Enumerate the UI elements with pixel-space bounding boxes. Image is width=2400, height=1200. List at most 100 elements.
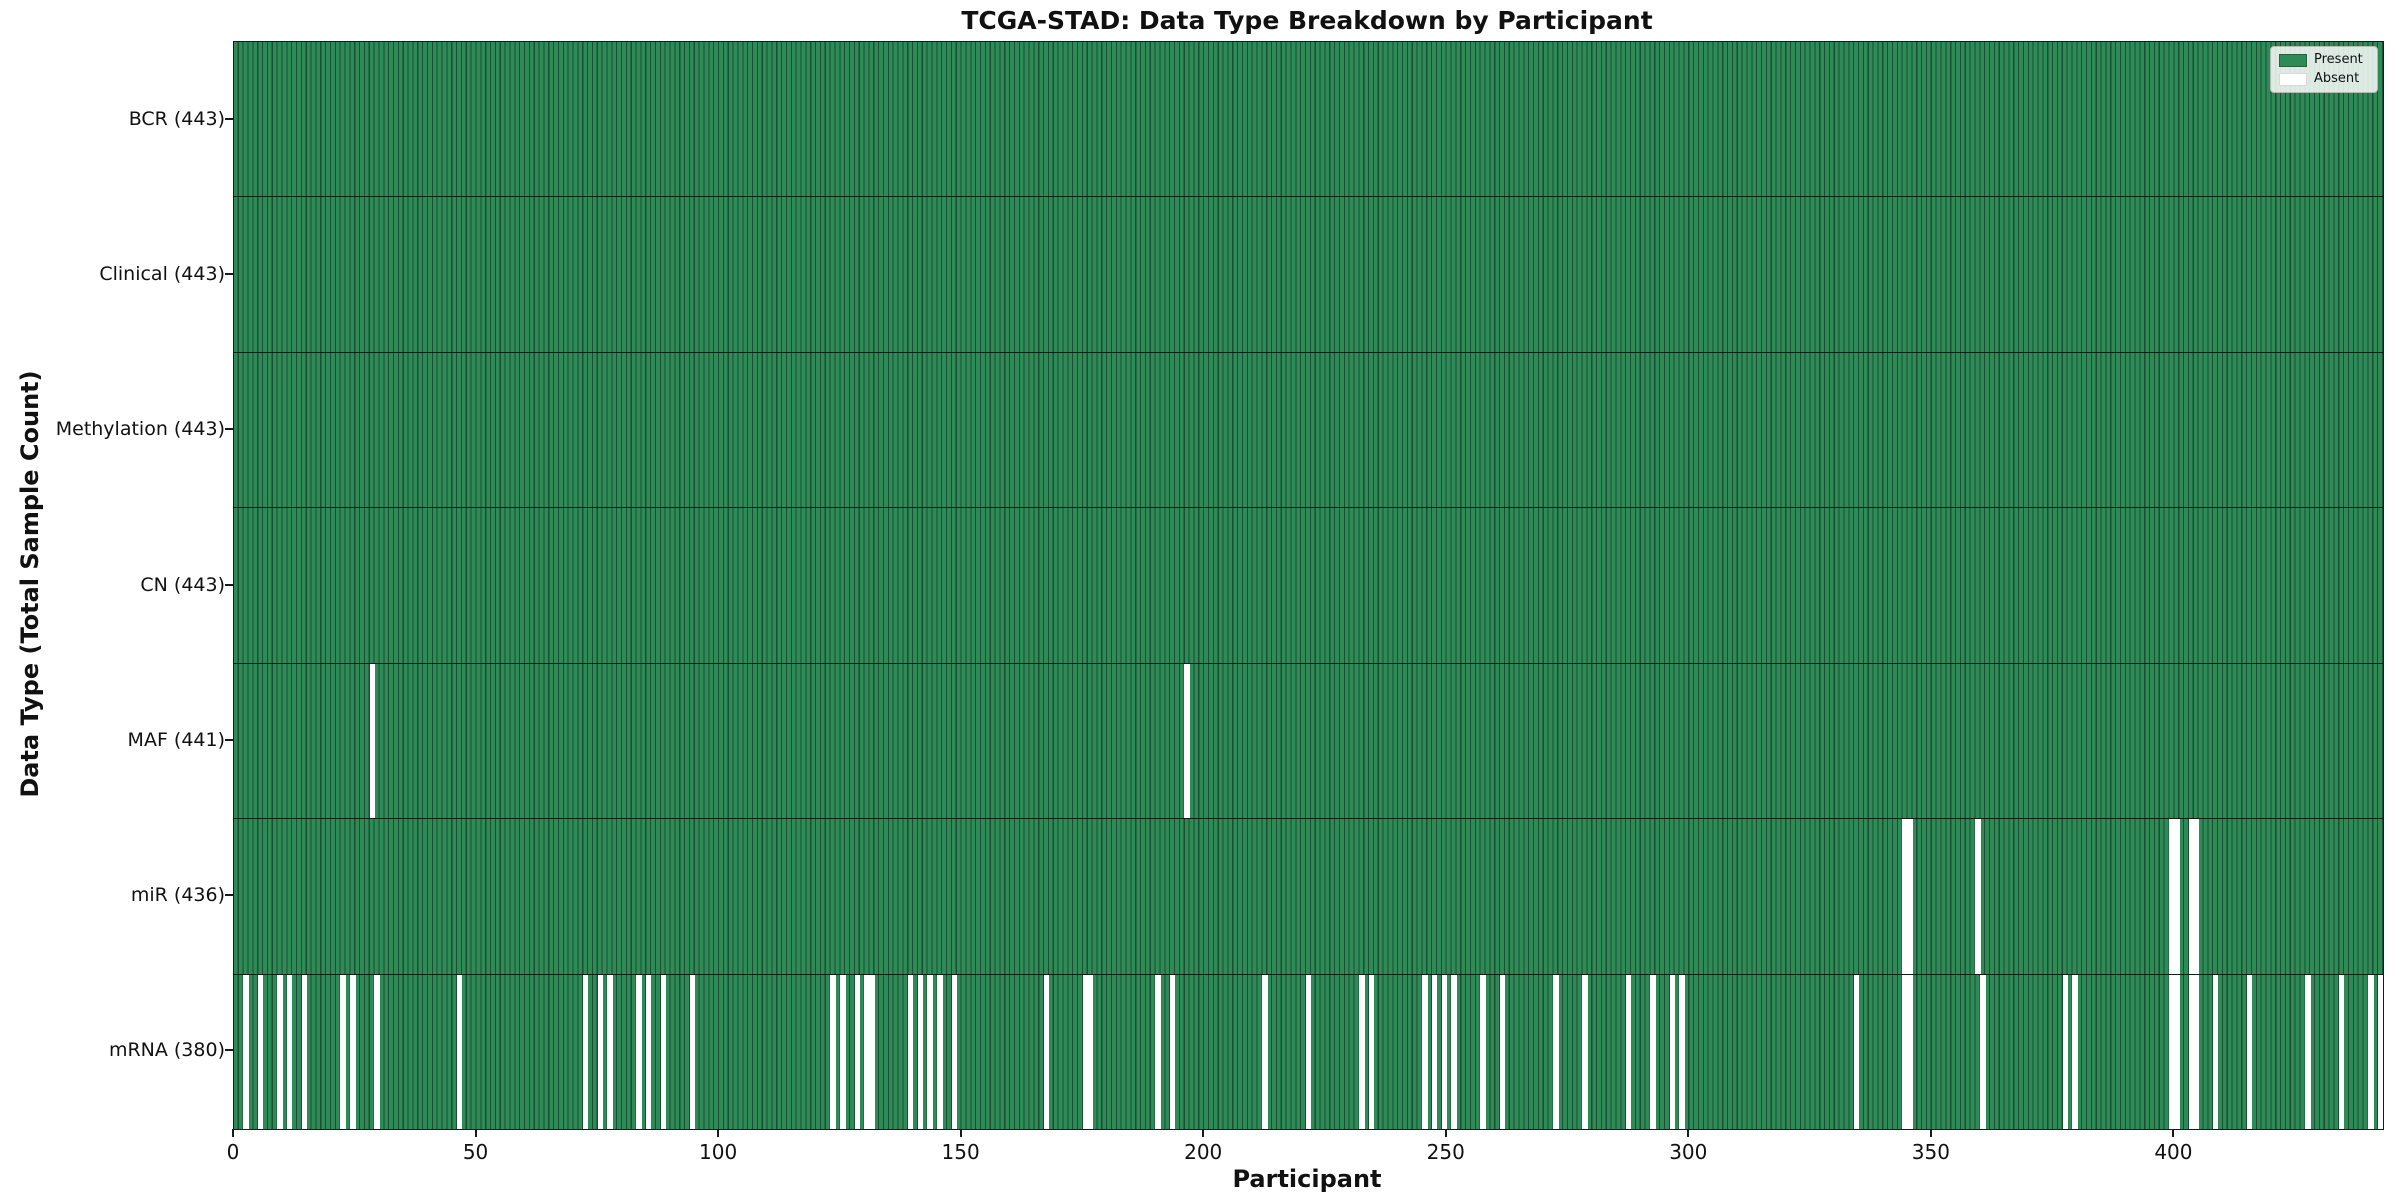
absent-gap [1650,974,1656,1129]
absent-gap [1082,974,1089,1129]
absent-gap [2188,819,2195,974]
absent-gap [1669,974,1676,1129]
absent-gap [2193,819,2199,974]
absent-gap [2072,974,2078,1129]
x-tick-mark [959,1129,962,1137]
absent-gap [907,974,914,1129]
absent-gap [301,974,308,1129]
absent-gap [1625,974,1632,1129]
absent-gap [1087,974,1093,1129]
absent-gap [2193,974,2199,1129]
x-tick-label-350: 350 [1911,1140,1950,1164]
absent-gap [927,974,933,1129]
absent-gap [660,974,667,1129]
absent-gap [1431,974,1438,1129]
absent-gap [1169,974,1176,1129]
x-tick-mark [1202,1129,1205,1137]
absent-gap [951,974,958,1129]
absent-gap [1184,663,1190,819]
absent-gap [864,974,870,1129]
absent-gap [597,974,603,1129]
y-tick-mark [225,894,233,897]
absent-gap [1907,974,1913,1129]
absent-gap [2246,974,2253,1129]
legend-item-present: Present [2279,53,2369,67]
x-tick-label-150: 150 [941,1140,980,1164]
absent-gap [456,974,463,1129]
absent-gap [1359,974,1365,1129]
y-tick-label-miR: miR (436) [130,884,225,907]
absent-gap [1553,974,1559,1129]
legend-present-label: Present [2314,52,2363,67]
absent-gap [2339,974,2345,1129]
absent-gap [1368,974,1375,1129]
row-band-MAF [234,662,2383,819]
y-tick-mark [225,738,233,741]
absent-gap [2169,819,2175,974]
y-tick-label-Methylation: Methylation (443) [55,418,225,441]
x-tick-label-300: 300 [1669,1140,1708,1164]
absent-gap [2377,974,2383,1129]
absent-gap [1262,974,1268,1129]
x-tick-mark [232,1129,234,1137]
x-tick-label-0: 0 [226,1140,240,1164]
x-tick-mark [474,1129,477,1137]
absent-gap [1907,819,1913,974]
y-tick-mark [225,428,233,431]
y-tick-label-CN: CN (443) [140,573,225,596]
y-tick-mark [225,117,233,120]
absent-gap [1902,974,1908,1129]
legend-absent-label: Absent [2314,71,2360,86]
x-tick-mark [717,1129,720,1137]
absent-gap [1480,974,1486,1129]
x-tick-mark [1929,1129,1932,1137]
absent-gap [869,974,875,1129]
absent-gap [1451,974,1457,1129]
absent-gap [1582,974,1588,1129]
absent-swatch-icon [2279,72,2307,86]
absent-gap [1679,974,1685,1129]
x-tick-mark [1444,1129,1447,1137]
absent-gap [1902,819,1908,974]
absent-gap [1422,974,1428,1129]
x-tick-mark [2172,1129,2175,1137]
absent-gap [1853,974,1860,1129]
absent-gap [287,974,293,1129]
absent-gap [2368,974,2374,1129]
x-tick-label-250: 250 [1426,1140,1465,1164]
absent-gap [1499,974,1506,1129]
absent-gap [689,974,696,1129]
absent-gap [350,974,356,1129]
x-axis-label: Participant [1232,1165,1382,1193]
absent-gap [1980,974,1986,1129]
absent-gap [1155,974,1161,1129]
x-tick-mark [1687,1129,1690,1137]
y-tick-mark [225,272,233,275]
absent-gap [2305,974,2311,1129]
row-band-mRNA [234,973,2383,1129]
absent-gap [2062,974,2068,1129]
y-tick-label-MAF: MAF (441) [127,728,225,751]
absent-gap [840,974,846,1129]
absent-gap [1043,974,1050,1129]
y-tick-mark [225,583,233,586]
absent-gap [582,974,589,1129]
legend-item-absent: Absent [2279,72,2369,86]
absent-gap [340,974,346,1129]
absent-gap [277,974,283,1129]
y-tick-label-mRNA: mRNA (380) [108,1039,225,1062]
legend: Present Absent [2270,46,2378,93]
x-tick-label-100: 100 [699,1140,738,1164]
y-tick-label-Clinical: Clinical (443) [99,262,225,285]
y-tick-label-BCR: BCR (443) [128,107,225,130]
y-axis-label: Data Type (Total Sample Count) [16,370,44,798]
x-tick-label-50: 50 [462,1140,489,1164]
absent-gap [854,974,861,1129]
absent-gap [917,974,924,1129]
plot-area [233,41,2384,1130]
absent-gap [636,974,642,1129]
absent-gap [937,974,943,1129]
absent-gap [243,974,249,1129]
y-tick-mark [225,1049,233,1052]
